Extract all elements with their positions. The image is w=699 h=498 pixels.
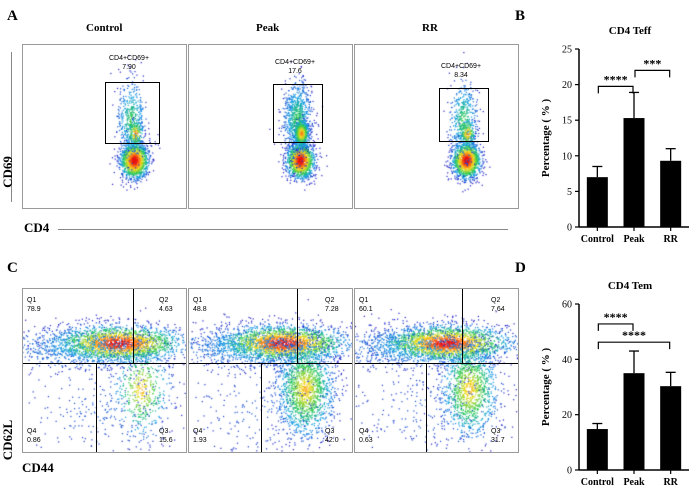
flow-plot-c-peak: Q1 48.8 Q2 7.28 Q4 1.93 Q3 42.0 — [188, 288, 353, 453]
y-tick-label: 60 — [562, 300, 572, 311]
flow-density-control — [23, 289, 186, 452]
panel-letter-b: B — [515, 8, 526, 24]
gate-value: 17.6 — [288, 68, 302, 75]
bar-peak — [623, 373, 645, 470]
gate-box — [439, 88, 489, 142]
chart-title: CD4 Tem — [608, 280, 652, 292]
quadrant-q1: Q1 48.8 — [193, 297, 207, 313]
y-tick-label: 20 — [562, 80, 572, 91]
bar-rr — [660, 160, 682, 227]
quadrant-q3: Q3 31.7 — [491, 428, 505, 444]
quadrant-q4: Q4 0.86 — [27, 428, 41, 444]
gate-value: 8.34 — [454, 72, 468, 79]
y-tick-label: 0 — [567, 223, 572, 234]
quadrant-vline-upper — [133, 289, 134, 363]
gate-label-rr: CD4+CD69+ 8.34 — [431, 62, 491, 80]
col-title-peak: Peak — [256, 22, 280, 34]
quadrant-vline-lower — [261, 363, 262, 452]
flow-density-peak — [189, 45, 352, 208]
flow-plot-c-control: Q1 78.9 Q2 4.63 Q4 0.86 Q3 15.6 — [22, 288, 187, 453]
quadrant-vline-lower — [426, 363, 427, 452]
x-tick-label: Control — [581, 234, 614, 245]
cd62l-axis-label: CD62L — [0, 419, 16, 461]
flow-plot-c-rr: Q1 60.1 Q2 7.64 Q4 0.63 Q3 31.7 — [354, 288, 519, 453]
panel-letter-c: C — [7, 260, 18, 276]
significance-label: **** — [604, 72, 628, 86]
y-axis-label: Percentage ( % ) — [540, 348, 552, 427]
y-tick-label: 10 — [562, 151, 572, 162]
quadrant-q3: Q3 42.0 — [325, 428, 339, 444]
flow-density-rr — [355, 289, 518, 452]
quadrant-q4: Q4 1.93 — [193, 428, 207, 444]
cd69-axis-label: CD69 — [0, 156, 15, 188]
y-tick-label: 40 — [562, 355, 572, 366]
panel-letter-d: D — [515, 260, 526, 276]
gate-name: CD4+CD69+ — [274, 59, 316, 66]
quadrant-q2: Q2 7.64 — [491, 297, 505, 313]
quadrant-vline-upper — [297, 289, 298, 363]
quadrant-q1: Q1 78.9 — [27, 297, 41, 313]
gate-box — [273, 84, 323, 143]
x-tick-label: Peak — [623, 477, 645, 488]
gate-label-peak: CD4+CD69+ 17.6 — [265, 58, 325, 76]
bar-chart-cd4-teff: CD4 Teff 0 5 10 15 20 25 Percentage ( % ) Contro… — [540, 25, 689, 245]
y-tick-label: 5 — [567, 187, 572, 198]
flow-density-peak — [189, 289, 352, 452]
x-tick-label: Control — [581, 477, 614, 488]
flow-plot-a-rr: CD4+CD69+ 8.34 — [354, 44, 519, 209]
significance-bracket — [597, 85, 634, 94]
significance-bracket — [597, 341, 671, 350]
significance-label: **** — [604, 310, 628, 324]
flow-plot-a-control: CD4+CD69+ 7.90 — [22, 44, 187, 209]
flow-density-rr — [355, 45, 518, 208]
y-tick-label: 25 — [562, 45, 572, 56]
y-tick-label: 0 — [567, 466, 572, 477]
cd44-axis-label: CD44 — [22, 460, 54, 475]
quadrant-vline-upper — [462, 289, 463, 363]
bar-chart-cd4-tem: CD4 Tem 0 20 40 60 Percentage ( % ) Control Pea… — [540, 280, 689, 488]
cd69-axis-line — [11, 52, 12, 202]
cd4-axis-line — [58, 229, 508, 230]
significance-label: *** — [643, 56, 661, 70]
quadrant-q1: Q1 60.1 — [359, 297, 373, 313]
gate-box — [105, 82, 160, 144]
quadrant-q3: Q3 15.6 — [159, 428, 173, 444]
flow-density-control — [23, 45, 186, 208]
quadrant-hline — [23, 363, 186, 364]
y-tick-label: 20 — [562, 410, 572, 421]
cd4-axis-label: CD4 — [24, 220, 50, 235]
significance-bracket — [597, 323, 634, 331]
bar-peak — [623, 118, 645, 227]
gate-name: CD4+CD69+ — [108, 55, 150, 62]
quadrant-q2: Q2 7.28 — [325, 297, 339, 313]
y-tick-label: 15 — [562, 116, 572, 127]
y-axis-label: Percentage ( % ) — [540, 99, 552, 178]
x-tick-label: RR — [663, 234, 678, 245]
bar-control — [586, 429, 608, 470]
significance-bracket — [634, 69, 671, 78]
quadrant-hline — [355, 363, 518, 364]
significance-label: **** — [622, 328, 646, 342]
gate-label-control: CD4+CD69+ 7.90 — [99, 54, 159, 72]
x-tick-label: Peak — [623, 234, 645, 245]
gate-value: 7.90 — [122, 64, 136, 71]
quadrant-hline — [189, 363, 352, 364]
col-title-rr: RR — [422, 22, 438, 34]
panel-letter-a: A — [7, 8, 18, 24]
quadrant-q2: Q2 4.63 — [159, 297, 173, 313]
quadrant-q4: Q4 0.63 — [359, 428, 373, 444]
gate-name: CD4+CD69+ — [440, 63, 482, 70]
bar-rr — [660, 386, 682, 470]
bar-control — [586, 177, 608, 227]
quadrant-vline-lower — [96, 363, 97, 452]
col-title-control: Control — [86, 22, 123, 34]
flow-plot-a-peak: CD4+CD69+ 17.6 — [188, 44, 353, 209]
chart-title: CD4 Teff — [609, 25, 652, 37]
x-tick-label: RR — [663, 477, 678, 488]
